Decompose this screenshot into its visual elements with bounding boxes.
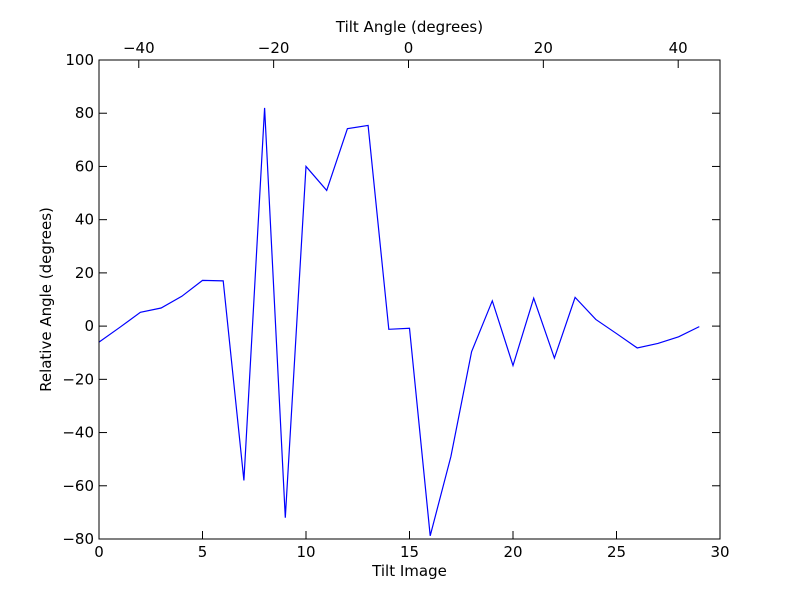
y-tick-label: −60: [62, 477, 94, 495]
y-tick-label: −80: [62, 530, 94, 548]
top-tick-label: −40: [123, 39, 155, 57]
top-tick-label: 20: [534, 39, 553, 57]
series-layer: [98, 107, 700, 536]
top-tick-label: −20: [258, 39, 290, 57]
y-tick-label: 60: [75, 157, 94, 175]
y-tick-label: −20: [62, 370, 94, 388]
x-tick-label: 5: [198, 543, 208, 561]
x-tick-label: 15: [400, 543, 419, 561]
top-tick-label: 0: [404, 39, 414, 57]
x-tick-label: 25: [607, 543, 626, 561]
x-axis-title: Tilt Image: [371, 562, 447, 580]
x-tick-label: 20: [503, 543, 522, 561]
y-axis-title: Relative Angle (degrees): [37, 207, 55, 392]
y-tick-label: −40: [62, 424, 94, 442]
y-tick-label: 40: [75, 211, 94, 229]
top-axis-title: Tilt Angle (degrees): [335, 18, 483, 36]
ticks-layer: 0 5 10 15 20 25 30 −40 −20 0 20 40 −80 −60 −40 −20 0 20 40…: [62, 39, 729, 561]
x-tick-label: 0: [94, 543, 104, 561]
top-tick-label: 40: [669, 39, 688, 57]
y-tick-label: 0: [84, 317, 94, 335]
y-tick-label: 100: [65, 51, 94, 69]
x-tick-label: 30: [710, 543, 729, 561]
y-tick-label: 20: [75, 264, 94, 282]
series-line: [98, 107, 700, 536]
y-tick-label: 80: [75, 104, 94, 122]
x-tick-label: 10: [296, 543, 315, 561]
